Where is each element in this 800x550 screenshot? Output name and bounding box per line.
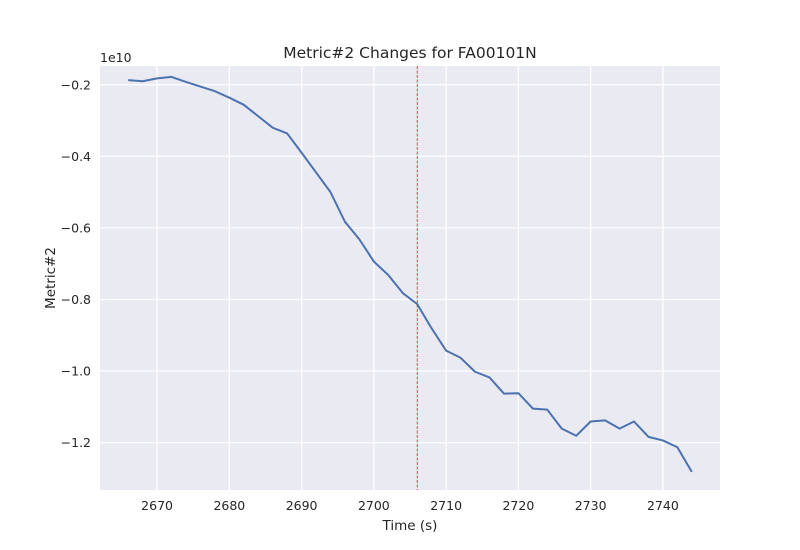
grid: [100, 66, 720, 490]
x-tick-label: 2730: [575, 498, 607, 513]
x-axis-label: Time (s): [382, 518, 438, 534]
x-tick-label: 2670: [141, 498, 173, 513]
tick-labels: 2670 2680 2690 2700 2710 2720 2730 2740 −1.2 −1.0…: [61, 77, 679, 513]
y-tick-label: −0.4: [61, 149, 91, 164]
x-tick-label: 2720: [502, 498, 534, 513]
x-tick-label: 2690: [286, 498, 318, 513]
x-tick-label: 2680: [213, 498, 245, 513]
series-line: [128, 75, 693, 473]
x-tick-label: 2700: [358, 498, 390, 513]
y-tick-label: −0.2: [61, 77, 91, 92]
y-axis-label: Metric#2: [43, 247, 59, 309]
chart-title: Metric#2 Changes for FA00101N: [283, 44, 537, 62]
y-offset-label: 1e10: [100, 50, 132, 65]
plot-background: [100, 66, 720, 490]
y-tick-label: −1.2: [61, 435, 91, 450]
y-tick-label: −0.6: [61, 220, 91, 235]
y-tick-label: −0.8: [61, 292, 91, 307]
series-layer: [128, 66, 693, 490]
y-tick-label: −1.0: [61, 364, 91, 379]
x-tick-label: 2740: [647, 498, 679, 513]
x-tick-label: 2710: [430, 498, 462, 513]
